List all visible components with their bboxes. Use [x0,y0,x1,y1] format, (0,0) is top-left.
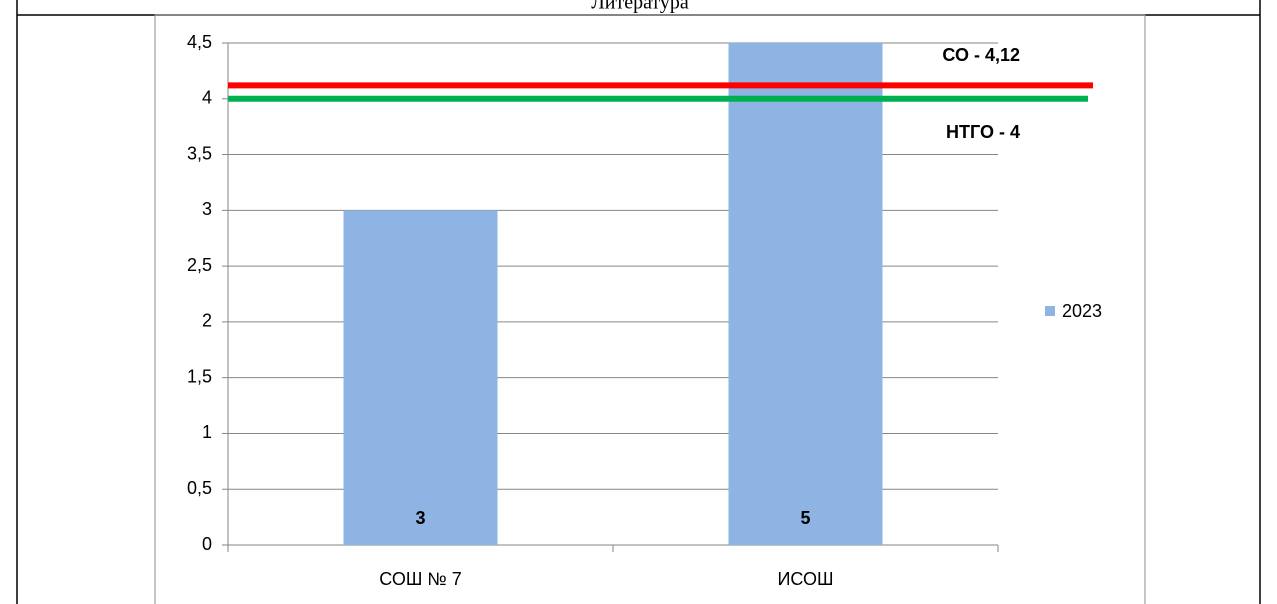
bar [343,210,498,546]
bar [728,43,883,545]
y-tick-label: 1 [202,422,212,442]
reference-label: НТГО - 4 [946,122,1020,142]
y-tick-label: 4,5 [187,32,212,52]
y-tick-label: 3,5 [187,143,212,163]
x-tick-label: СОШ № 7 [379,569,461,589]
y-tick-label: 0 [202,534,212,554]
y-tick-label: 2,5 [187,255,212,275]
legend-label: 2023 [1062,301,1102,321]
legend-swatch [1045,306,1055,316]
y-tick-label: 3 [202,199,212,219]
chart-area [154,14,1146,604]
y-tick-label: 4 [202,88,212,108]
y-tick-label: 2 [202,311,212,331]
y-tick-label: 0,5 [187,478,212,498]
y-tick-label: 1,5 [187,366,212,386]
data-label: 3 [415,508,425,528]
x-tick-label: ИСОШ [777,569,833,589]
reference-label: СО - 4,12 [942,45,1020,65]
chart-title: Литература [591,0,689,14]
data-label: 5 [800,508,810,528]
